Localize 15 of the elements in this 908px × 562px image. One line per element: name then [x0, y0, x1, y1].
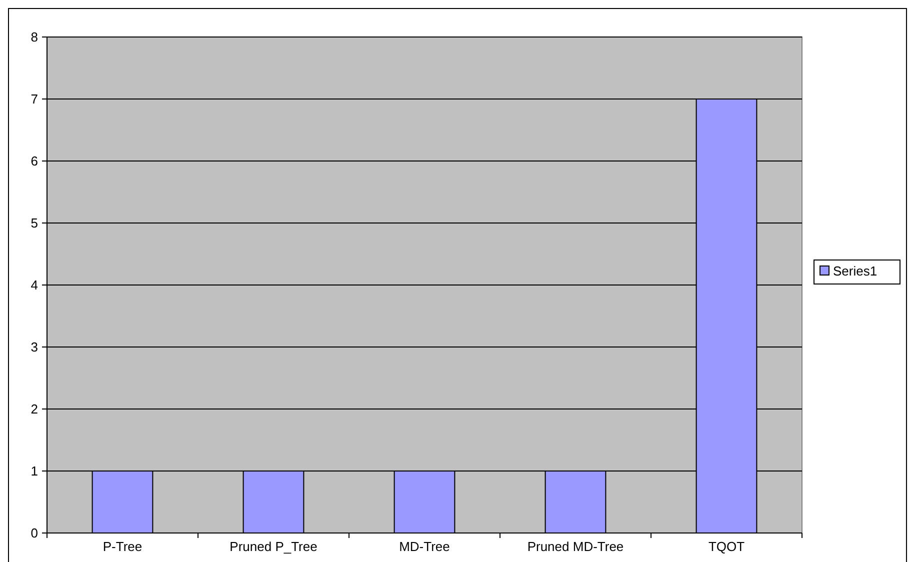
x-tick-label: TQOT	[708, 539, 745, 554]
y-tick-label: 1	[30, 464, 38, 479]
y-tick-label: 3	[30, 340, 38, 355]
x-tick-label: Pruned P_Tree	[230, 539, 318, 554]
y-tick-label: 5	[30, 216, 38, 231]
x-tick-label: MD-Tree	[399, 539, 450, 554]
y-tick-label: 7	[30, 92, 38, 107]
x-tick-label: Pruned MD-Tree	[527, 539, 624, 554]
y-tick-label: 6	[30, 154, 38, 169]
y-tick-label: 4	[30, 278, 38, 293]
legend-label: Series1	[833, 264, 878, 279]
y-tick-label: 8	[30, 30, 38, 45]
y-tick-label: 0	[30, 526, 38, 541]
x-tick-label: P-Tree	[102, 539, 142, 554]
y-tick-label: 2	[30, 402, 38, 417]
